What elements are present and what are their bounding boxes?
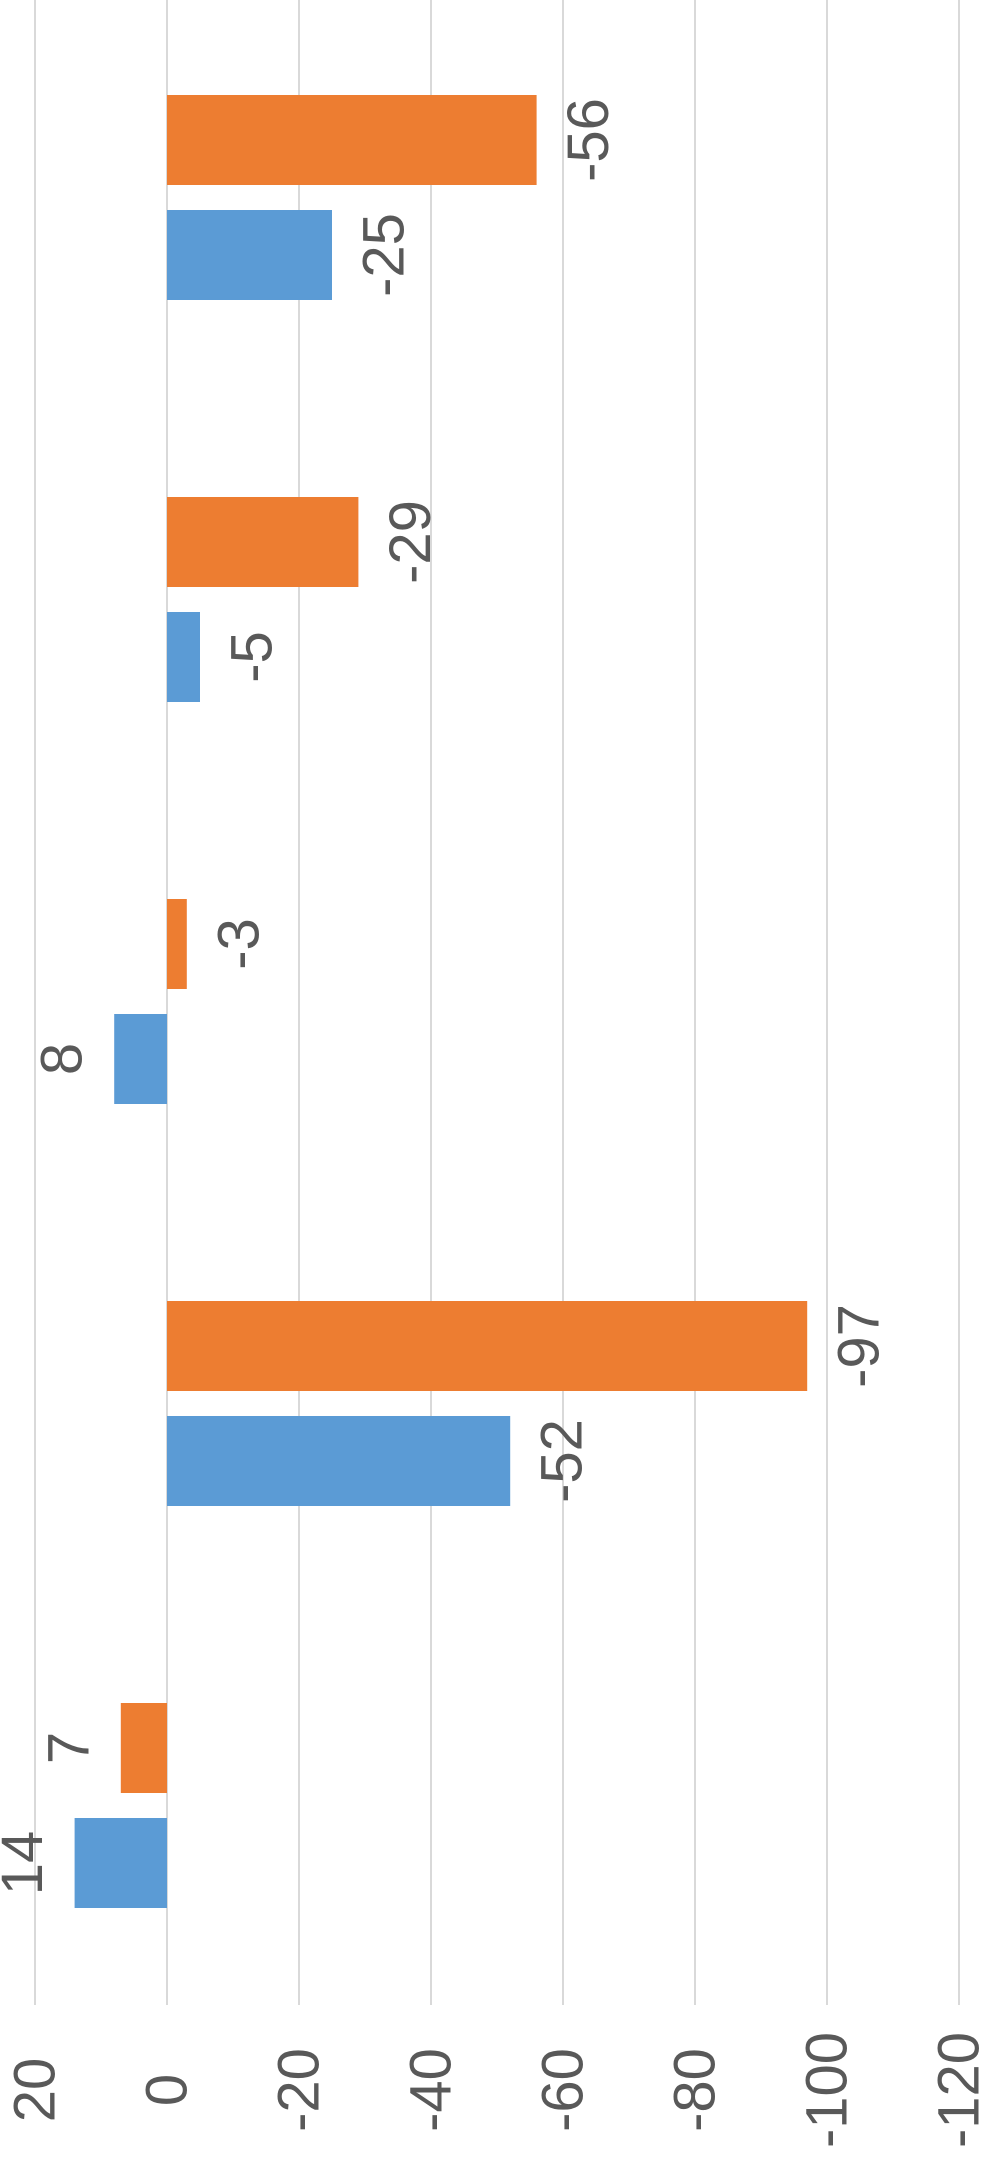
bar-series0-cat0 bbox=[74, 1818, 167, 1908]
data-label-series0-cat1: -52 bbox=[530, 1419, 595, 1503]
bar-series1-cat0 bbox=[120, 1703, 167, 1793]
x-tick-label-5: -80 bbox=[663, 2048, 728, 2132]
bar-series0-cat3 bbox=[167, 612, 200, 702]
data-label-series1-cat1: -97 bbox=[827, 1304, 892, 1388]
data-label-series1-cat2: -3 bbox=[206, 918, 271, 970]
data-label-series0-cat0: 14 bbox=[0, 1831, 55, 1896]
data-label-series1-cat0: 7 bbox=[36, 1732, 101, 1764]
x-tick-label-0: 20 bbox=[3, 2058, 68, 2123]
x-tick-label-1: 0 bbox=[135, 2074, 200, 2106]
bars bbox=[74, 95, 808, 1908]
data-labels: 7 14 -97 -52 -3 8 -29 -5 -56 -25 bbox=[0, 98, 892, 1895]
bar-series1-cat2 bbox=[167, 899, 187, 989]
x-axis-ticks: 20 0 -20 -40 -60 -80 -100 -120 bbox=[3, 2032, 985, 2148]
gridlines bbox=[34, 0, 960, 2005]
bar-series0-cat2 bbox=[114, 1014, 167, 1104]
data-label-series1-cat3: -29 bbox=[378, 500, 443, 584]
x-tick-label-2: -20 bbox=[267, 2048, 332, 2132]
data-label-series0-cat4: -25 bbox=[352, 213, 417, 297]
x-tick-label-3: -40 bbox=[399, 2048, 464, 2132]
data-label-series1-cat4: -56 bbox=[556, 98, 621, 182]
data-label-series0-cat2: 8 bbox=[30, 1043, 95, 1075]
data-label-series0-cat3: -5 bbox=[220, 631, 285, 683]
x-tick-label-6: -100 bbox=[795, 2032, 860, 2148]
bar-series1-cat1 bbox=[167, 1301, 808, 1391]
x-tick-label-4: -60 bbox=[531, 2048, 596, 2132]
bar-series1-cat3 bbox=[167, 497, 359, 587]
bar-series0-cat1 bbox=[167, 1416, 511, 1506]
x-tick-label-7: -120 bbox=[927, 2032, 985, 2148]
bar-series1-cat4 bbox=[167, 95, 537, 185]
bar-series0-cat4 bbox=[167, 210, 332, 300]
